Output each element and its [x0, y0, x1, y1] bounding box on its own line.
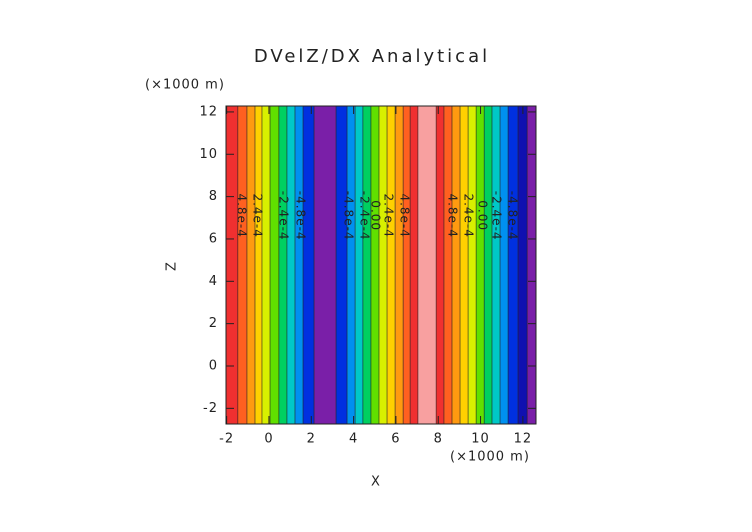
contour-band [468, 106, 477, 424]
contour-label: -4.8e-4 [294, 191, 308, 241]
contour-band [278, 106, 288, 424]
contour-label: -2.4e-4 [276, 191, 290, 241]
y-tick-label: -2 [203, 401, 218, 416]
contour-band [484, 106, 493, 424]
x-tick-label: 2 [307, 432, 316, 447]
contour-label: 4.8e-4 [445, 193, 459, 237]
contour-band [347, 106, 356, 424]
contour-band [491, 106, 501, 424]
contour-label: 2.4e-4 [382, 193, 396, 237]
contour-band [395, 106, 404, 424]
contour-band [303, 106, 315, 424]
contour-band [443, 106, 453, 424]
contour-band [237, 106, 248, 424]
contour-band [246, 106, 256, 424]
contour-band [403, 106, 411, 424]
contour-band [451, 106, 461, 424]
contour-band [261, 106, 271, 424]
contour-band [362, 106, 372, 424]
x-tick-label: 12 [514, 432, 533, 447]
contour-band [286, 106, 296, 424]
contour-label: 2.4e-4 [250, 193, 264, 237]
contour-band [336, 106, 348, 424]
y-axis-label: Z [165, 261, 180, 271]
contour-band [270, 106, 280, 424]
x-tick-label: 0 [264, 432, 273, 447]
x-tick-label: 10 [471, 432, 490, 447]
y-unit: (×1000 m) [145, 78, 225, 93]
contour-label: -4.8e-4 [506, 191, 520, 241]
contour-label: 2.4e-4 [462, 193, 476, 237]
contour-band [387, 106, 396, 424]
contour-band [254, 106, 263, 424]
contour-band [518, 106, 528, 424]
y-tick-label: 0 [209, 358, 218, 373]
x-tick-label: 8 [434, 432, 443, 447]
contour-band [436, 106, 445, 424]
contour-band [410, 106, 419, 424]
contour-label: 0.00 [368, 200, 382, 231]
y-tick-label: 4 [209, 274, 218, 289]
x-unit: (×1000 m) [450, 450, 530, 465]
contour-band [500, 106, 509, 424]
y-tick-label: 12 [199, 104, 218, 119]
contour-band [294, 106, 304, 424]
contour-band [378, 106, 388, 424]
contour-band [508, 106, 519, 424]
contour-label: 4.8e-4 [235, 193, 249, 237]
y-tick-label: 6 [209, 231, 218, 246]
contour-band [460, 106, 469, 424]
x-tick-label: -2 [219, 432, 234, 447]
y-tick-label: 10 [199, 147, 218, 162]
contour-label: 0.00 [476, 200, 490, 231]
contour-band [527, 106, 537, 424]
x-tick-label: 6 [391, 432, 400, 447]
contour-band [355, 106, 364, 424]
x-tick-label: 4 [349, 432, 358, 447]
contour-label: -2.4e-4 [490, 191, 504, 241]
contour-label: -4.8e-4 [342, 191, 356, 241]
contour-band [370, 106, 380, 424]
contour-band [226, 106, 239, 424]
contour-label: 4.8e-4 [397, 193, 411, 237]
contour-label: -2.4e-4 [357, 191, 371, 241]
y-tick-label: 2 [209, 316, 218, 331]
chart-title: DVelZ/DX Analytical [254, 46, 490, 67]
plot-frame [225, 105, 537, 425]
y-tick-label: 8 [209, 189, 218, 204]
contour-band [417, 106, 437, 424]
contour-band [314, 106, 337, 424]
x-axis-label: X [371, 475, 381, 490]
contour-band [476, 106, 485, 424]
